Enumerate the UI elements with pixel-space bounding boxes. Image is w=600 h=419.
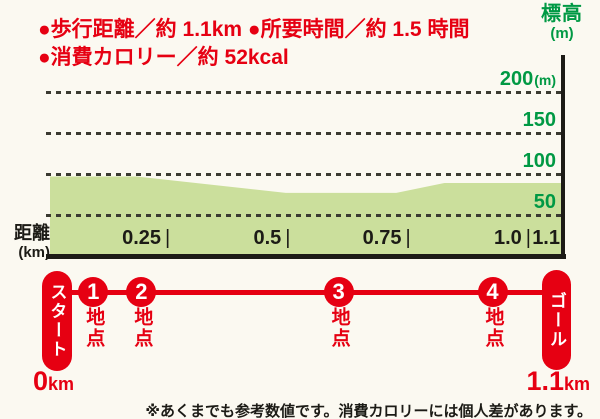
goal-distance: 1.1km xyxy=(526,366,590,397)
walk-stats-line1: ●歩行距離／約 1.1km ●所要時間／約 1.5 時間 xyxy=(38,18,470,41)
x-tick-mark: | xyxy=(405,227,411,249)
x-tick-label: 0.5 | xyxy=(253,227,291,249)
waypoint-label: 地点 xyxy=(131,307,153,349)
gridline-150 xyxy=(46,131,562,135)
x-tick-mark: | xyxy=(165,227,171,249)
gridline-100 xyxy=(46,172,562,176)
x-tick-label: 1.1 xyxy=(532,227,560,249)
start-distance-unit: km xyxy=(48,374,75,394)
start-distance-value: 0 xyxy=(33,366,49,396)
goal-label: ゴール xyxy=(547,291,566,349)
y-axis-title: 標高 (m) xyxy=(531,3,593,42)
x-axis-title: 距離 (km) xyxy=(10,223,50,261)
gridline-50 xyxy=(46,213,562,217)
waypoint-label: 地点 xyxy=(83,307,105,349)
waypoint-label: 地点 xyxy=(482,307,504,349)
x-tick-label: 1.0 | xyxy=(493,227,531,249)
walk-stats-line2: ●消費カロリー／約 52kcal xyxy=(38,46,289,69)
y-axis-title-unit: (m) xyxy=(550,25,574,42)
waypoint-circle: 1 xyxy=(78,277,109,307)
x-axis-title-text: 距離 xyxy=(14,223,50,243)
disclaimer-note: ※あくまでも参考数値です。消費カロリーには個人差があります。 xyxy=(145,403,592,419)
y-tick-label: 100 xyxy=(522,150,556,172)
y-axis-line xyxy=(561,55,565,259)
waypoint-circle: 4 xyxy=(477,277,508,307)
gridline-200 xyxy=(46,90,562,94)
x-tick-mark: | xyxy=(285,227,291,249)
y-tick-label: 200(m) xyxy=(499,68,556,90)
start-marker: スタート xyxy=(42,271,72,371)
x-axis-line xyxy=(46,254,566,259)
goal-distance-unit: km xyxy=(563,374,590,394)
goal-distance-value: 1.1 xyxy=(526,366,564,396)
x-tick-mark: | xyxy=(525,227,531,249)
y-tick-label: 50 xyxy=(533,191,556,213)
goal-marker: ゴール xyxy=(542,270,571,370)
start-distance: 0km xyxy=(33,366,74,397)
y-tick-label: 150 xyxy=(522,109,556,131)
y-axis-title-text: 標高 xyxy=(541,3,583,25)
y-tick-unit: (m) xyxy=(534,72,556,88)
route-line xyxy=(55,290,557,295)
waypoint-circle: 3 xyxy=(323,277,354,307)
x-axis-title-unit: (km) xyxy=(18,244,50,261)
x-tick-label: 0.25 | xyxy=(122,227,171,249)
waypoint-label: 地点 xyxy=(328,307,350,349)
waypoint-circle: 2 xyxy=(126,277,157,307)
start-label: スタート xyxy=(47,283,67,359)
x-tick-label: 0.75 | xyxy=(362,227,411,249)
